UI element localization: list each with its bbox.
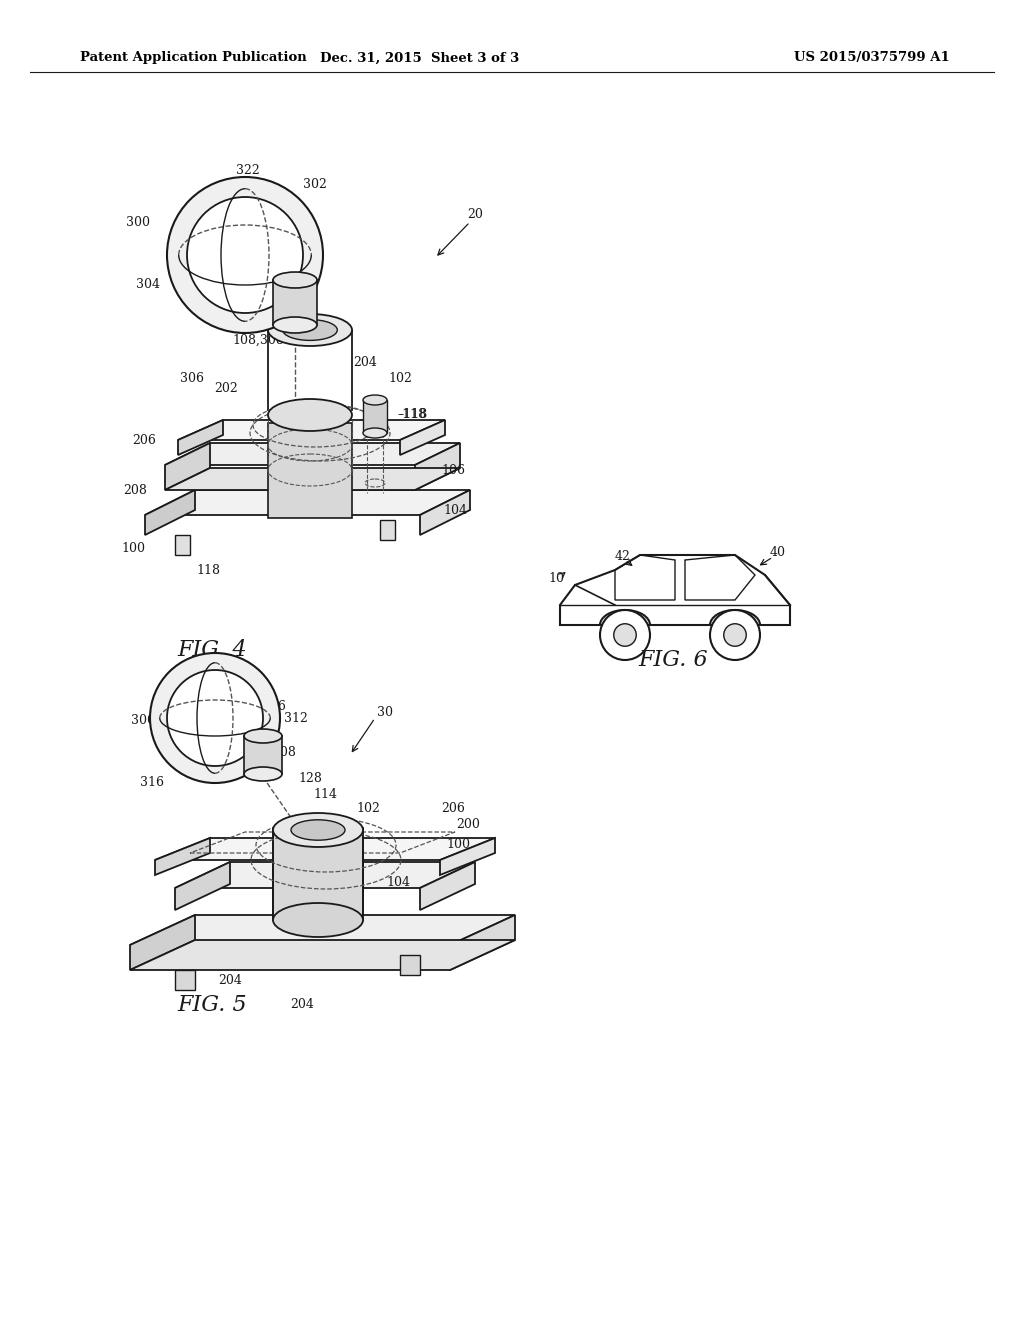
Text: 206: 206: [132, 433, 156, 446]
Text: FIG. 6: FIG. 6: [638, 649, 708, 671]
Polygon shape: [440, 838, 495, 875]
Text: 100: 100: [446, 838, 470, 851]
Text: 104: 104: [443, 503, 467, 516]
Text: 104: 104: [386, 875, 410, 888]
Polygon shape: [165, 469, 460, 490]
Polygon shape: [244, 737, 282, 774]
Polygon shape: [400, 954, 420, 975]
Text: Dec. 31, 2015  Sheet 3 of 3: Dec. 31, 2015 Sheet 3 of 3: [321, 51, 519, 65]
Polygon shape: [130, 915, 195, 970]
Polygon shape: [178, 420, 445, 440]
Ellipse shape: [244, 767, 282, 781]
Polygon shape: [178, 420, 223, 455]
Text: 102: 102: [356, 801, 380, 814]
Text: 106: 106: [441, 463, 465, 477]
Polygon shape: [165, 444, 460, 465]
Polygon shape: [145, 490, 195, 535]
Ellipse shape: [273, 317, 317, 333]
Ellipse shape: [600, 610, 650, 660]
Polygon shape: [420, 490, 470, 535]
Ellipse shape: [167, 671, 263, 766]
Polygon shape: [155, 838, 495, 861]
Text: -118: -118: [399, 408, 427, 421]
Text: 204: 204: [218, 974, 242, 986]
Text: 300: 300: [126, 215, 150, 228]
Text: 204: 204: [290, 998, 314, 1011]
Text: 304: 304: [136, 279, 160, 292]
Polygon shape: [130, 915, 515, 945]
Text: 200: 200: [456, 818, 480, 832]
Polygon shape: [175, 862, 475, 888]
Ellipse shape: [187, 197, 303, 313]
Text: –118: –118: [398, 408, 428, 421]
Polygon shape: [175, 862, 230, 909]
Ellipse shape: [283, 319, 337, 341]
Ellipse shape: [362, 395, 387, 405]
Text: 302: 302: [303, 178, 327, 191]
Text: 40: 40: [770, 546, 786, 560]
Text: 312: 312: [284, 711, 308, 725]
Polygon shape: [273, 280, 317, 325]
Polygon shape: [145, 490, 470, 515]
Text: 324: 324: [285, 242, 309, 255]
Polygon shape: [380, 520, 395, 540]
Ellipse shape: [268, 399, 352, 432]
Text: 102: 102: [388, 371, 412, 384]
Text: 108,308: 108,308: [232, 334, 284, 346]
Polygon shape: [400, 420, 445, 455]
Text: US 2015/0375799 A1: US 2015/0375799 A1: [795, 51, 950, 65]
Text: 302: 302: [246, 685, 270, 698]
Text: FIG. 4: FIG. 4: [177, 639, 247, 661]
Text: Patent Application Publication: Patent Application Publication: [80, 51, 307, 65]
Ellipse shape: [268, 314, 352, 346]
Text: 10: 10: [548, 572, 564, 585]
Ellipse shape: [273, 903, 362, 937]
Polygon shape: [155, 838, 210, 875]
Ellipse shape: [362, 428, 387, 438]
Text: 326: 326: [262, 700, 286, 713]
Ellipse shape: [613, 624, 636, 647]
Text: 322: 322: [237, 164, 260, 177]
Text: 30: 30: [377, 705, 393, 718]
Ellipse shape: [150, 653, 280, 783]
Ellipse shape: [167, 177, 323, 333]
Polygon shape: [175, 970, 195, 990]
Ellipse shape: [244, 729, 282, 743]
Text: 300: 300: [131, 714, 155, 726]
Polygon shape: [415, 444, 460, 490]
Text: 128: 128: [298, 771, 322, 784]
Text: 306: 306: [180, 371, 204, 384]
Ellipse shape: [273, 272, 317, 288]
Polygon shape: [165, 444, 210, 490]
Text: 108,308: 108,308: [244, 746, 296, 759]
Ellipse shape: [724, 624, 746, 647]
Polygon shape: [268, 422, 352, 517]
Polygon shape: [420, 862, 475, 909]
Text: 42: 42: [615, 549, 631, 562]
Text: 114: 114: [313, 788, 337, 801]
Text: 100: 100: [121, 541, 145, 554]
Text: 316: 316: [140, 776, 164, 788]
Polygon shape: [130, 940, 515, 970]
Polygon shape: [362, 400, 387, 433]
Ellipse shape: [291, 820, 345, 841]
Polygon shape: [273, 830, 362, 920]
Text: 204: 204: [353, 356, 377, 370]
Text: FIG. 5: FIG. 5: [177, 994, 247, 1016]
Ellipse shape: [273, 813, 362, 847]
Polygon shape: [450, 915, 515, 970]
Text: 20: 20: [467, 209, 483, 222]
Text: 206: 206: [441, 801, 465, 814]
Polygon shape: [175, 535, 190, 554]
Text: 208: 208: [123, 483, 146, 496]
Ellipse shape: [710, 610, 760, 660]
Text: 118: 118: [196, 564, 220, 577]
Text: 202: 202: [214, 381, 238, 395]
